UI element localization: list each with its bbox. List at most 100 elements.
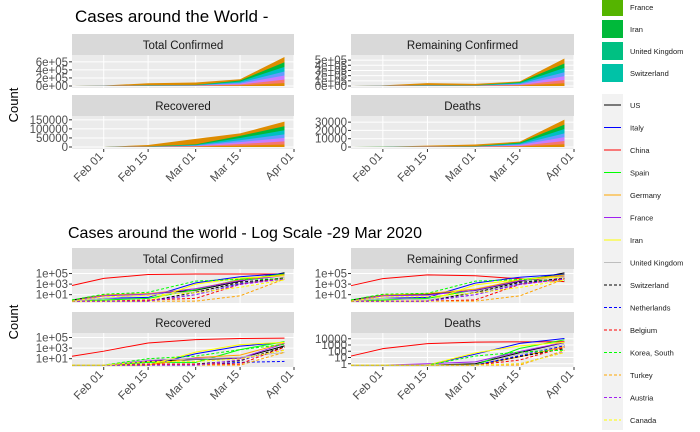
y-tick-label: 1e+01	[36, 354, 68, 366]
legend-label: Germany	[630, 191, 661, 200]
legend-label: Switzerland	[630, 69, 669, 78]
x-tick-label: Feb 15	[116, 369, 150, 403]
legend-label: France	[630, 3, 653, 12]
x-tick-label: Mar 15	[488, 151, 522, 185]
y-tick-label: 1e+05	[36, 333, 68, 345]
series-line	[71, 273, 285, 286]
y-tick-label: 1e+05	[36, 269, 68, 281]
area-layer	[351, 83, 565, 86]
x-tick-label: Feb 15	[396, 151, 430, 185]
legend-label: US	[630, 101, 640, 110]
x-tick-label: Feb 15	[116, 151, 150, 185]
legend-label: Austria	[630, 394, 654, 403]
y-tick-label: 1e+05	[315, 269, 347, 281]
facet-title: Remaining Confirmed	[407, 40, 518, 52]
series-line	[351, 278, 565, 302]
area-layer	[351, 144, 565, 147]
x-tick-label: Mar 01	[164, 369, 198, 403]
y-tick-label: 100	[328, 346, 347, 358]
y-tick-label: 10000	[315, 334, 347, 346]
y-tick-label: 1	[341, 359, 347, 371]
legend-swatch	[602, 0, 623, 16]
top-title: Cases around the World -	[75, 7, 268, 26]
x-tick-label: Mar 01	[444, 369, 478, 403]
y-tick-label: 1e+01	[36, 290, 68, 302]
legend-label: Canada	[630, 416, 657, 425]
x-tick-label: Feb 01	[351, 151, 385, 185]
x-tick-label: Feb 01	[351, 369, 385, 403]
y-tick-label: 1e+05	[315, 76, 347, 88]
x-tick-label: Mar 15	[208, 369, 242, 403]
series-line	[71, 278, 285, 301]
facet-strip	[351, 95, 574, 116]
facet-strip	[351, 34, 574, 55]
y-tick-label: 50000	[36, 133, 68, 145]
y-tick-label: 1e+01	[315, 290, 347, 302]
legend-label: Italy	[630, 124, 644, 133]
area-legend: France Iran United Kingdom Switzerland	[602, 0, 683, 82]
series-line	[71, 279, 285, 302]
legend-label: Iran	[630, 25, 643, 34]
y-tick-label: 1e+03	[315, 279, 347, 291]
y-tick-label: 30000	[315, 117, 347, 129]
facet-title: Deaths	[444, 318, 481, 330]
legend-label: Switzerland	[630, 281, 669, 290]
facet-title: Recovered	[155, 101, 211, 113]
x-tick-label: Feb 01	[72, 369, 106, 403]
line-legend: US Italy China Spain Germany France Iran United…	[602, 94, 683, 430]
y-tick-label: 20000	[315, 125, 347, 137]
y-tick-label: 1e+03	[36, 279, 68, 291]
facet-strip	[72, 95, 294, 116]
legend-label: Belgium	[630, 326, 657, 335]
x-tick-label: Mar 15	[208, 151, 242, 185]
legend-label: Korea, South	[630, 349, 674, 358]
y-tick-label: 2e+05	[36, 73, 68, 85]
x-tick-label: Apr 01	[264, 151, 296, 183]
series-line	[72, 349, 285, 366]
bottom-title: Cases around the world - Log Scale -29 M…	[68, 225, 422, 242]
y-tick-label: 0	[62, 142, 68, 154]
plot-background	[72, 269, 294, 303]
y-tick-label: 1000	[321, 340, 347, 352]
top-ylabel: Count	[6, 87, 21, 122]
legend-swatch	[602, 42, 623, 60]
legend-label: Iran	[630, 236, 643, 245]
plot-background	[351, 269, 574, 303]
series-line	[71, 275, 285, 302]
series-line	[350, 279, 565, 301]
y-tick-label: 4e+05	[315, 60, 347, 72]
x-tick-label: Apr 01	[544, 369, 576, 401]
legend-label: France	[630, 214, 653, 223]
series-line	[71, 337, 285, 357]
facet-strip	[351, 312, 574, 333]
x-tick-label: Apr 01	[264, 369, 296, 401]
legend-swatch	[602, 20, 623, 38]
y-tick-label: 0	[341, 142, 347, 154]
y-tick-label: 0e+00	[315, 81, 347, 93]
x-tick-label: Apr 01	[544, 151, 576, 183]
series-line	[350, 341, 565, 357]
x-tick-label: Feb 15	[396, 369, 430, 403]
facet-strip	[72, 34, 294, 55]
y-tick-label: 10000	[315, 134, 347, 146]
y-tick-label: 3e+05	[315, 65, 347, 77]
panel-2: Remaining Confirmed 0e+001e+052e+053e+054…	[315, 34, 575, 93]
facet-title: Recovered	[155, 318, 211, 330]
legend-label: China	[630, 146, 650, 155]
facet-strip	[351, 248, 574, 269]
area-layer	[72, 144, 285, 147]
area-layer	[72, 83, 285, 86]
series-line	[351, 352, 565, 366]
facet-title: Deaths	[444, 101, 481, 113]
legend-label: United Kingdom	[630, 47, 683, 56]
y-tick-label: 150000	[30, 115, 68, 127]
y-tick-label: 100000	[30, 124, 68, 136]
facet-title: Remaining Confirmed	[407, 254, 518, 266]
y-tick-label: 5e+05	[315, 55, 347, 67]
